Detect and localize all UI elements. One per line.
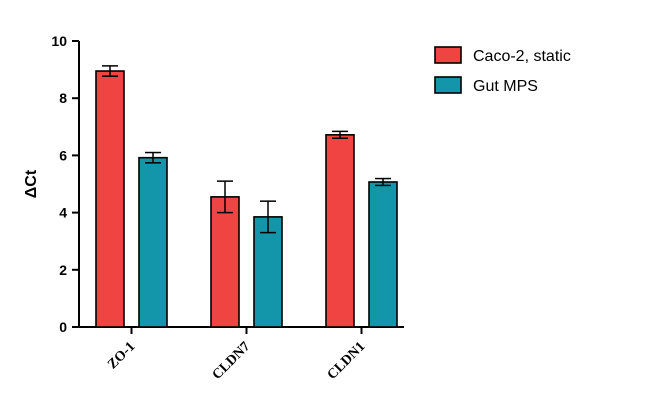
legend: Caco-2, static Gut MPS [434,46,571,95]
legend-label: Caco-2, static [473,48,571,65]
error-bars [102,65,391,234]
bar [210,196,240,328]
x-tick-label: CLDN1 [325,339,369,383]
legend-label: Gut MPS [473,78,538,95]
y-tick-label: 10 [51,33,67,49]
y-tick-label: 6 [59,147,67,163]
x-tick-label: ZO-1 [105,339,138,372]
bar [368,181,398,328]
legend-swatch [434,46,462,64]
y-tick-label: 4 [59,205,67,221]
bar [253,216,283,328]
bar [95,70,125,328]
y-axis: 0 2 4 6 8 10 [51,33,80,335]
x-tick-label: CLDN7 [210,339,254,383]
legend-swatch [434,76,462,94]
y-tick-label: 8 [59,90,67,106]
y-tick-label: 0 [59,319,67,335]
bar [138,156,168,328]
y-axis-label: ΔCt [23,169,40,198]
bar [325,134,355,328]
y-tick-label: 2 [59,262,67,278]
bars [95,70,398,328]
x-axis: ZO-1 CLDN7 CLDN1 [78,326,404,383]
